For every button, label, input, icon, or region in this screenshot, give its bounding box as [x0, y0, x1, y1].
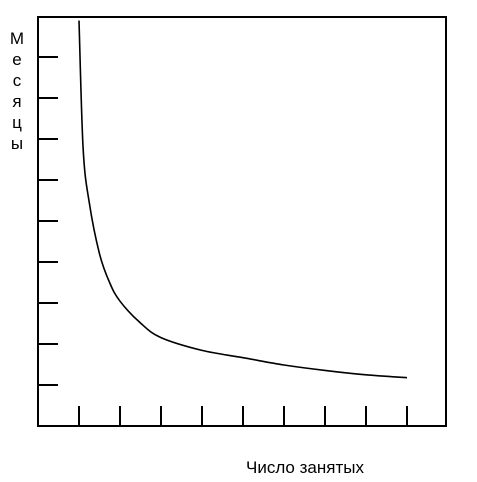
- y-axis-label-letter: ы: [10, 134, 24, 153]
- y-axis-label-letter: я: [12, 92, 22, 111]
- x-axis-label: Число занятых: [246, 458, 364, 477]
- series-line: [78, 20, 408, 379]
- y-axis-label-letter: ц: [12, 113, 22, 132]
- y-axis-label-letter: М: [9, 29, 25, 48]
- x-ticks: [78, 406, 408, 426]
- y-axis-label-letter: е: [12, 50, 22, 69]
- y-axis-label-letter: с: [12, 71, 22, 90]
- y-ticks: [38, 56, 58, 386]
- plot-frame: [37, 16, 447, 427]
